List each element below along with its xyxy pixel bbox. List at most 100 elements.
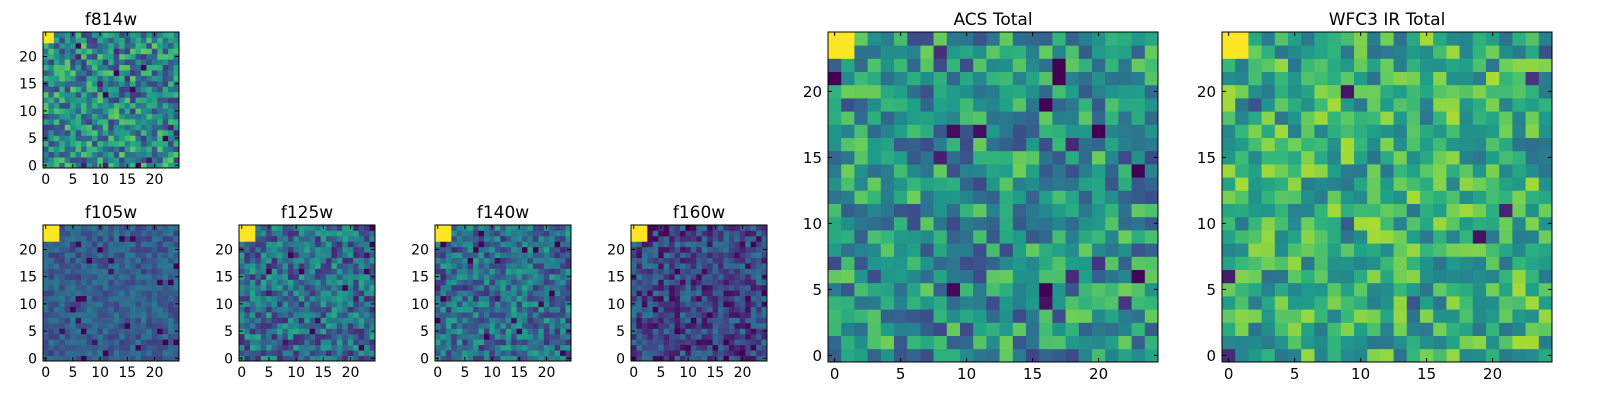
- x-tick-label: 15: [118, 365, 136, 381]
- heatmap-cell: [828, 243, 842, 257]
- heatmap-cell: [1314, 111, 1328, 125]
- heatmap-cell: [304, 284, 311, 291]
- y-tick-label: 5: [28, 324, 37, 340]
- heatmap-cell: [162, 284, 169, 291]
- heatmap-cell: [113, 64, 120, 71]
- heatmap-cell: [113, 80, 120, 87]
- heatmap-cell: [1433, 269, 1447, 284]
- heatmap-cell: [255, 246, 262, 253]
- heatmap-cell: [522, 350, 528, 356]
- heatmap-cell: [1065, 177, 1080, 191]
- heatmap-cell: [1039, 256, 1053, 270]
- heatmap-cell: [652, 295, 659, 302]
- heatmap-cell: [690, 317, 697, 324]
- heatmap-cell: [135, 91, 142, 98]
- heatmap-cell: [1314, 45, 1328, 59]
- f125w-axes-frame: [238, 224, 376, 362]
- heatmap-cell: [102, 124, 109, 131]
- heatmap-cell: [538, 306, 545, 313]
- y-tick-label: 15: [607, 270, 625, 286]
- heatmap-cell: [43, 129, 49, 136]
- heatmap-cell: [168, 328, 174, 335]
- heatmap-cell: [745, 279, 752, 286]
- heatmap-cell: [59, 328, 66, 335]
- heatmap-cell: [1261, 164, 1276, 178]
- heatmap-cell: [647, 295, 654, 302]
- heatmap-cell: [933, 348, 948, 363]
- heatmap-cell: [456, 295, 463, 302]
- heatmap-cell: [907, 309, 921, 323]
- heatmap-cell: [1525, 45, 1540, 59]
- heatmap-cell: [162, 279, 169, 286]
- heatmap-cell: [113, 108, 120, 114]
- heatmap-cell: [565, 344, 572, 351]
- heatmap-cell: [157, 295, 164, 302]
- heatmap-cell: [162, 306, 169, 313]
- heatmap-cell: [1012, 111, 1027, 125]
- heatmap-cell: [358, 225, 365, 231]
- heatmap-cell: [102, 113, 109, 120]
- heatmap-cell: [894, 164, 908, 178]
- heatmap-cell: [130, 129, 136, 136]
- heatmap-cell: [293, 246, 300, 253]
- heatmap-cell: [723, 225, 730, 231]
- heatmap-cell: [336, 284, 343, 291]
- heatmap-cell: [1222, 98, 1236, 112]
- heatmap-cell: [718, 225, 724, 231]
- heatmap-cell: [124, 328, 131, 335]
- heatmap-cell: [173, 350, 180, 356]
- heatmap-cell: [309, 230, 316, 237]
- heatmap-cell: [119, 295, 125, 302]
- heatmap-cell: [43, 97, 49, 104]
- heatmap-cell: [554, 230, 561, 237]
- heatmap-cell: [494, 230, 501, 237]
- heatmap-cell: [532, 257, 539, 264]
- heatmap-cell: [652, 333, 659, 340]
- heatmap-cell: [986, 282, 1000, 297]
- heatmap-cell: [1131, 203, 1146, 218]
- heatmap-cell: [287, 241, 294, 248]
- heatmap-cell: [1012, 124, 1027, 138]
- heatmap-cell: [756, 317, 762, 324]
- heatmap-cell: [1092, 309, 1106, 323]
- heatmap-cell: [1499, 296, 1513, 310]
- heatmap-cell: [532, 279, 539, 286]
- heatmap-cell: [1118, 32, 1132, 46]
- heatmap-cell: [1486, 230, 1500, 244]
- heatmap-cell: [867, 322, 882, 336]
- heatmap-cell: [53, 113, 60, 120]
- heatmap-cell: [108, 241, 115, 248]
- heatmap-cell: [933, 282, 948, 297]
- heatmap-cell: [277, 339, 283, 346]
- heatmap-cell: [445, 263, 452, 269]
- heatmap-cell: [867, 98, 882, 112]
- heatmap-cell: [1512, 111, 1526, 125]
- heatmap-cell: [135, 306, 142, 313]
- heatmap-cell: [326, 333, 332, 340]
- heatmap-cell: [483, 344, 490, 351]
- heatmap-cell: [298, 301, 305, 307]
- heatmap-cell: [1446, 177, 1460, 191]
- heatmap-cell: [358, 263, 365, 269]
- heatmap-cell: [745, 339, 752, 346]
- heatmap-cell: [500, 301, 507, 307]
- heatmap-cell: [1131, 32, 1146, 46]
- heatmap-cell: [828, 111, 842, 125]
- heatmap-cell: [1288, 296, 1302, 310]
- heatmap-cell: [538, 350, 545, 356]
- heatmap-cell: [1367, 177, 1381, 191]
- heatmap-cell: [734, 279, 741, 286]
- heatmap-cell: [828, 137, 842, 152]
- heatmap-cell: [364, 355, 370, 362]
- heatmap-cell: [1065, 124, 1080, 138]
- heatmap-cell: [119, 273, 125, 280]
- heatmap-cell: [1446, 322, 1460, 336]
- heatmap-cell: [907, 164, 921, 178]
- heatmap-cell: [560, 333, 566, 340]
- heatmap-cell: [745, 322, 752, 329]
- heatmap-cell: [331, 241, 338, 248]
- heatmap-cell: [1222, 111, 1236, 125]
- heatmap-cell: [146, 146, 153, 153]
- heatmap-cell: [1065, 243, 1080, 257]
- heatmap-cell: [108, 317, 115, 324]
